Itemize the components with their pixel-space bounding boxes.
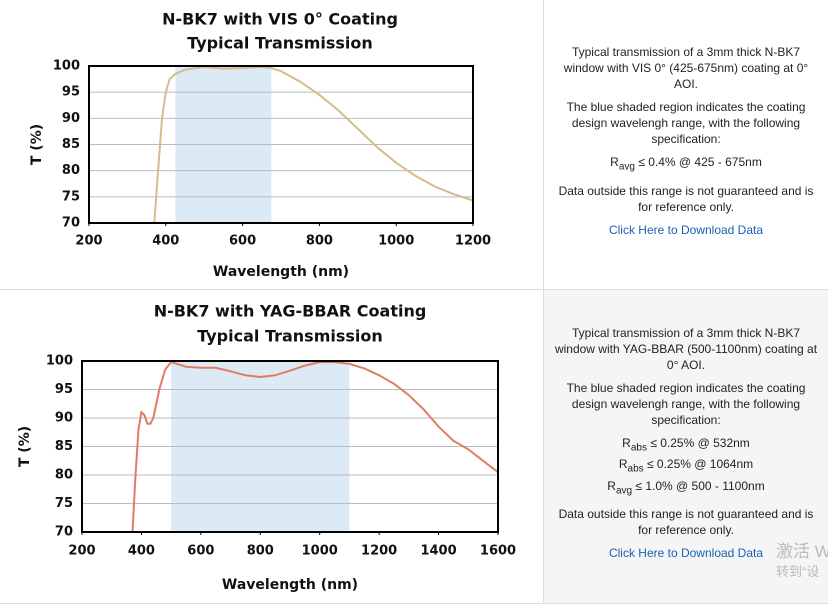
- chart-title: Typical Transmission: [197, 327, 383, 346]
- chart-title: Typical Transmission: [187, 34, 373, 53]
- spec-symbol: R: [610, 155, 619, 170]
- x-tick-label: 1000: [302, 544, 338, 559]
- spec-line: Rabs ≤ 0.25% @ 532nm: [544, 435, 828, 456]
- shade-note: The blue shaded region indicates the coa…: [566, 380, 806, 427]
- disclaimer: Data outside this range is not guarantee…: [558, 183, 814, 214]
- link-row: Click Here to Download Data: [552, 545, 820, 561]
- chart-title: N-BK7 with YAG-BBAR Coating: [154, 302, 427, 321]
- x-tick-label: 800: [247, 544, 274, 559]
- chart: N-BK7 with VIS 0° Coating Typical Transmi…: [29, 10, 491, 281]
- spec-list: Ravg ≤ 0.4% @ 425 - 675nm: [544, 154, 828, 175]
- plot-frame: [88, 65, 474, 224]
- download-link[interactable]: Click Here to Download Data: [608, 222, 764, 237]
- x-axis-label: Wavelength (nm): [213, 264, 349, 280]
- shade-note: The blue shaded region indicates the coa…: [566, 100, 806, 147]
- x-tick-label: 1400: [420, 544, 456, 559]
- chart: N-BK7 with YAG-BBAR Coating Typical Trans…: [17, 302, 516, 594]
- spec-line: Ravg ≤ 0.4% @ 425 - 675nm: [544, 154, 828, 175]
- chart-cell: N-BK7 with VIS 0° Coating Typical Transmi…: [0, 0, 544, 289]
- spec-line: Ravg ≤ 1.0% @ 500 - 1100nm: [544, 478, 828, 499]
- y-tick-label: 90: [55, 411, 73, 426]
- y-tick-label: 75: [55, 496, 73, 511]
- info-panel: Typical transmission of a 3mm thick N-BK…: [544, 290, 828, 603]
- chart-cell: N-BK7 with YAG-BBAR Coating Typical Trans…: [0, 290, 544, 603]
- disclaimer: Data outside this range is not guarantee…: [558, 507, 814, 538]
- x-tick-label: 1200: [361, 544, 397, 559]
- x-tick-label: 400: [152, 234, 179, 249]
- info-panel: Typical transmission of a 3mm thick N-BK…: [544, 0, 828, 289]
- y-tick-label: 70: [62, 216, 80, 231]
- x-tick-label: 200: [75, 234, 102, 249]
- y-tick-label: 90: [62, 111, 80, 126]
- y-tick-label: 80: [62, 163, 80, 178]
- y-axis-label: T (%): [17, 426, 33, 467]
- intro-text: Typical transmission of a 3mm thick N-BK…: [554, 325, 818, 372]
- y-tick-label: 85: [55, 439, 73, 454]
- row: N-BK7 with VIS 0° Coating Typical Transmi…: [0, 0, 828, 290]
- y-tick-label: 100: [53, 59, 80, 74]
- spec-text: ≤ 0.25% @ 532nm: [650, 435, 750, 450]
- spec-subscript: abs: [627, 463, 644, 475]
- y-tick-label: 95: [62, 85, 80, 100]
- y-tick-label: 85: [62, 137, 80, 152]
- line: [153, 65, 474, 224]
- y-tick-label: 80: [55, 468, 73, 483]
- spec-text: ≤ 0.4% @ 425 - 675nm: [638, 155, 762, 170]
- x-tick-label: 600: [229, 234, 256, 249]
- x-tick-label: 1600: [480, 544, 516, 559]
- spec-subscript: abs: [630, 442, 647, 454]
- watermark: 转到“设: [776, 564, 820, 579]
- intro-text: Typical transmission of a 3mm thick N-BK…: [563, 45, 809, 92]
- spec-symbol: R: [622, 435, 631, 450]
- y-tick-label: 100: [46, 354, 73, 369]
- y-tick-label: 95: [55, 382, 73, 397]
- x-tick-label: 600: [187, 544, 214, 559]
- plot-frame: [81, 360, 499, 533]
- y-tick-label: 75: [62, 189, 80, 204]
- x-axis-label: Wavelength (nm): [222, 577, 358, 593]
- spec-symbol: R: [607, 478, 616, 493]
- spec-symbol: R: [618, 457, 628, 472]
- link-row: Click Here to Download Data: [552, 222, 820, 238]
- x-tick-label: 400: [128, 544, 155, 559]
- chart-title: N-BK7 with VIS 0° Coating: [162, 10, 398, 29]
- spec-subscript: avg: [618, 161, 635, 173]
- spec-text: ≤ 0.25% @ 1064nm: [646, 457, 754, 472]
- line: [131, 360, 499, 533]
- row: N-BK7 with YAG-BBAR Coating Typical Trans…: [0, 290, 828, 604]
- y-tick-label: 70: [55, 525, 73, 540]
- x-tick-label: 1000: [378, 234, 414, 249]
- x-tick-label: 1200: [455, 234, 491, 249]
- spec-subscript: avg: [615, 485, 633, 497]
- x-tick-label: 800: [306, 234, 333, 249]
- watermark: 激活 W: [776, 542, 828, 561]
- download-link[interactable]: Click Here to Download Data: [608, 546, 764, 561]
- spec-list: Rabs ≤ 0.25% @ 532nm Rabs ≤ 0.25% @ 1064n…: [544, 435, 828, 499]
- x-tick-label: 200: [68, 544, 95, 559]
- y-axis-label: T (%): [29, 124, 45, 165]
- spec-text: ≤ 1.0% @ 500 - 1100nm: [635, 478, 765, 493]
- spec-line: Rabs ≤ 0.25% @ 1064nm: [544, 456, 828, 477]
